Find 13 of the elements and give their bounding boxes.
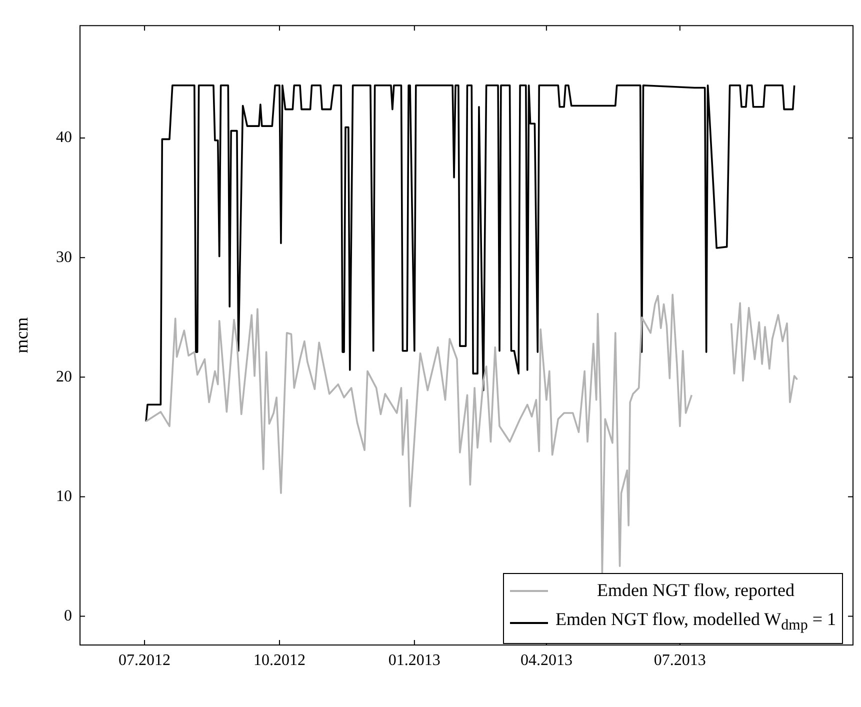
x-tick-label: 07.2013 — [654, 652, 706, 669]
y-tick-label: 30 — [56, 248, 72, 266]
y-tick-label: 40 — [56, 129, 72, 146]
y-tick-label: 10 — [56, 488, 72, 505]
y-tick-label: 20 — [56, 368, 72, 386]
x-tick-label: 10.2012 — [253, 652, 306, 669]
x-tick-label: 01.2013 — [388, 652, 440, 669]
x-tick-label: 04.2013 — [520, 652, 572, 669]
legend-label: Emden NGT flow, modelled W$_{dmp}$ = 1 — [556, 608, 836, 636]
y-axis-title: mcm — [12, 317, 32, 354]
x-tick-label: 07.2012 — [118, 652, 171, 669]
series-label: Emden NGT flow, reported — [596, 579, 796, 602]
y-tick-label: 0 — [64, 608, 72, 625]
